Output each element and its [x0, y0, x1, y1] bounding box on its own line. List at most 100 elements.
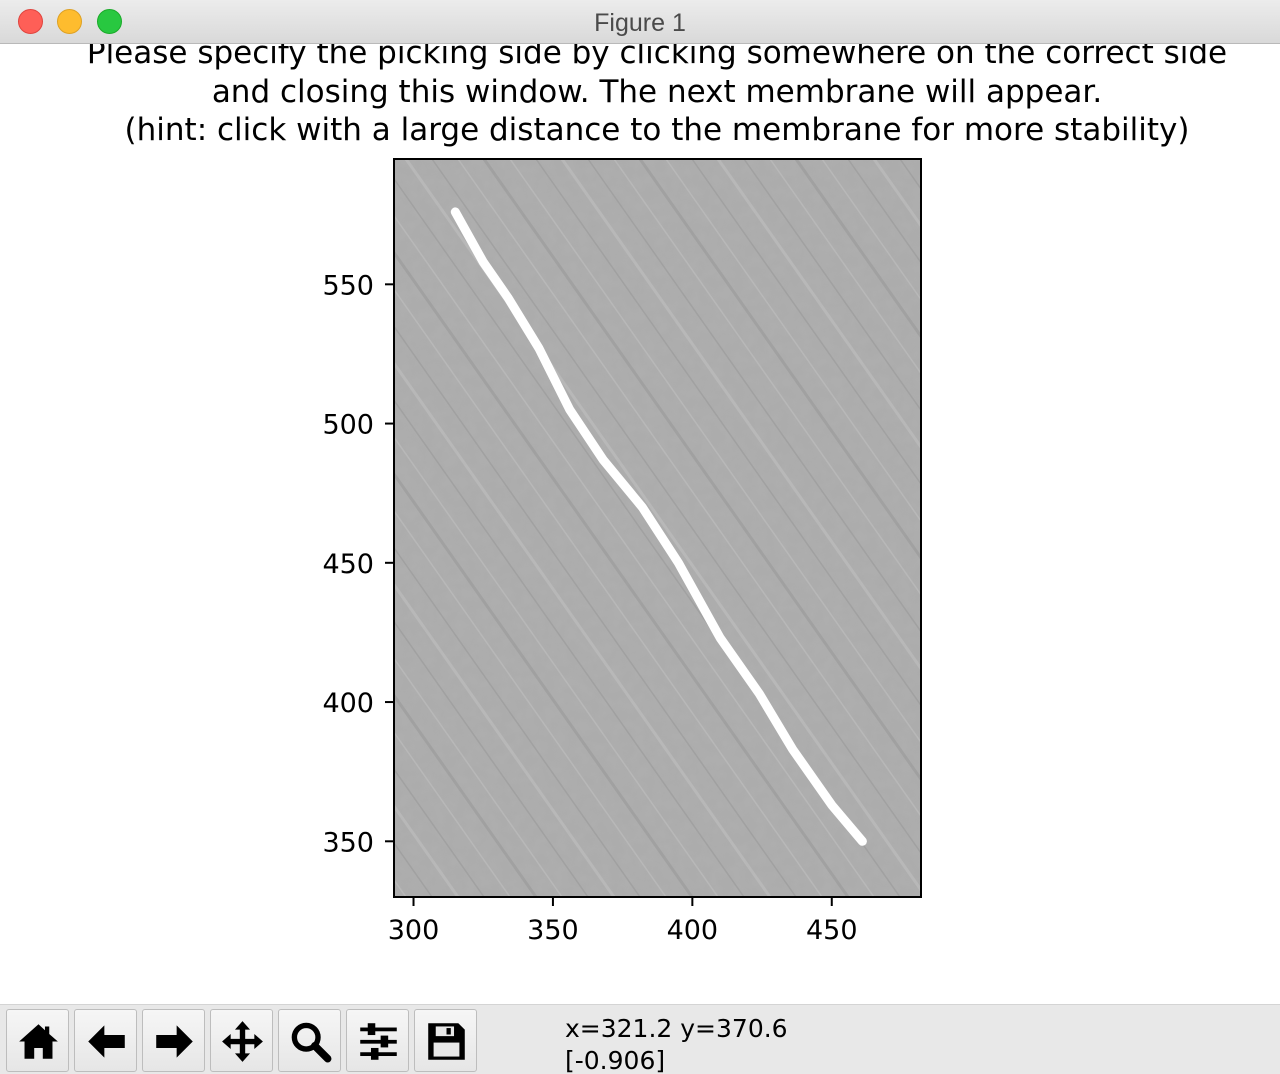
tomogram-streak: [1108, 159, 1280, 897]
tomogram-streak: [0, 159, 224, 897]
tomogram-streak: [457, 159, 921, 818]
tomogram-streak: [769, 159, 921, 375]
tomogram-streak: [872, 159, 921, 229]
tomogram-streak: [1030, 159, 1280, 897]
figure-canvas[interactable]: Please specify the picking side by click…: [0, 44, 1280, 1004]
minimize-window-button[interactable]: [57, 9, 82, 34]
tomogram-streak: [716, 159, 921, 450]
tomogram-streak: [0, 159, 172, 897]
tomogram-streak: [394, 620, 589, 897]
tomogram-streak: [394, 657, 563, 897]
status-readout: x=321.2 y=370.6 [-0.906]: [565, 1013, 788, 1074]
tomogram-streak: [394, 325, 797, 897]
tomogram-streak: [665, 159, 921, 523]
tomogram-streak: [394, 398, 745, 897]
tomogram-streak: [638, 159, 921, 561]
tomogram-streak: [509, 159, 921, 744]
save-button[interactable]: [414, 1009, 477, 1072]
tomogram-streak: [926, 159, 1280, 897]
y-tick-label: 500: [322, 410, 374, 441]
x-tick-label: 300: [388, 915, 440, 946]
pan-button[interactable]: [210, 1009, 273, 1072]
move-icon: [222, 1021, 263, 1062]
tomogram-streak: [394, 582, 616, 897]
arrow-right-icon: [156, 1025, 193, 1058]
x-tick-label: 350: [527, 915, 579, 946]
tomogram-streak: [821, 159, 921, 301]
tomogram-streak: [394, 288, 823, 897]
close-window-button[interactable]: [18, 9, 43, 34]
cursor-coordinates: x=321.2 y=370.6: [565, 1014, 788, 1043]
y-tick-label: 450: [322, 549, 374, 580]
y-axis: 350 400 450 500 550: [322, 270, 394, 858]
axes-frame: [393, 158, 922, 898]
tomogram-streak: [394, 471, 694, 897]
tomogram-streak: [0, 159, 198, 897]
tomogram-streak: [0, 159, 120, 897]
tomogram-streak: [0, 159, 68, 897]
configure-subplots-button[interactable]: [346, 1009, 409, 1072]
plot-title: Please specify the picking side by click…: [0, 44, 1280, 150]
forward-button[interactable]: [142, 1009, 205, 1072]
magnifier-icon: [291, 1022, 332, 1063]
home-icon: [19, 1024, 58, 1059]
navigation-toolbar: x=321.2 y=370.6 [-0.906]: [0, 1004, 1280, 1074]
sliders-icon: [360, 1023, 397, 1060]
tomogram-streaks: [0, 159, 1280, 897]
tomogram-streak: [394, 803, 460, 897]
tomogram-streak: [0, 159, 354, 897]
tomogram-streak: [535, 159, 921, 707]
pixel-value: [-0.906]: [565, 1046, 666, 1074]
tomogram-streak: [0, 159, 302, 897]
plot-title-line-2: and closing this window. The next membra…: [211, 73, 1103, 110]
tomogram-streak: [394, 435, 719, 897]
zoom-button[interactable]: [278, 1009, 341, 1072]
tomogram-streak: [978, 159, 1280, 897]
tomogram-streak: [394, 214, 875, 897]
plot-title-line-3: (hint: click with a large distance to th…: [124, 112, 1190, 148]
tomogram-streak: [0, 159, 276, 897]
tomogram-streak: [482, 159, 921, 782]
tomogram-streak: [394, 250, 850, 897]
x-tick-label: 450: [806, 915, 858, 946]
tomogram-streak: [394, 360, 772, 897]
y-tick-label: 350: [322, 827, 374, 858]
tomogram-streak: [394, 509, 667, 897]
tomogram-streak: [394, 767, 485, 897]
tomogram-streak: [0, 159, 250, 897]
tomogram-streak: [952, 159, 1280, 897]
tomogram-streak: [743, 159, 921, 412]
tomogram-streak: [1082, 159, 1280, 897]
tomogram-streak: [560, 159, 921, 672]
title-bar[interactable]: Figure 1: [0, 0, 1280, 44]
plot-title-line-1: Please specify the picking side by click…: [86, 44, 1228, 71]
x-tick-label: 400: [667, 915, 719, 946]
home-button[interactable]: [6, 1009, 69, 1072]
back-button[interactable]: [74, 1009, 137, 1072]
tomogram-streak: [691, 159, 921, 486]
tomogram-streak: [431, 159, 921, 855]
tomogram-streak: [0, 159, 42, 897]
window-title: Figure 1: [594, 9, 686, 37]
tomogram-streak: [1004, 159, 1280, 897]
zoom-window-button[interactable]: [97, 9, 122, 34]
tomogram-streak: [394, 546, 641, 897]
tomogram-streak: [794, 159, 921, 340]
tomogram-streak: [0, 159, 16, 897]
y-tick-label: 400: [322, 688, 374, 719]
tomogram-streak: [0, 159, 146, 897]
tomogram-streak: [613, 159, 921, 597]
floppy-disk-icon: [428, 1023, 465, 1060]
tomogram-streak: [1056, 159, 1280, 897]
y-tick-label: 550: [322, 270, 374, 301]
tomogram-streak: [899, 159, 921, 191]
tomogram-streak: [394, 731, 511, 897]
membrane-plot[interactable]: 300 350 400 450 350 400 450 500 550: [0, 44, 1280, 1004]
arrow-left-icon: [88, 1025, 125, 1058]
tomogram-streak: [0, 159, 94, 897]
tomogram-streak: [394, 692, 538, 897]
tomogram-streak: [0, 159, 328, 897]
x-axis: 300 350 400 450: [388, 897, 858, 946]
tomogram-streak: [587, 159, 921, 633]
